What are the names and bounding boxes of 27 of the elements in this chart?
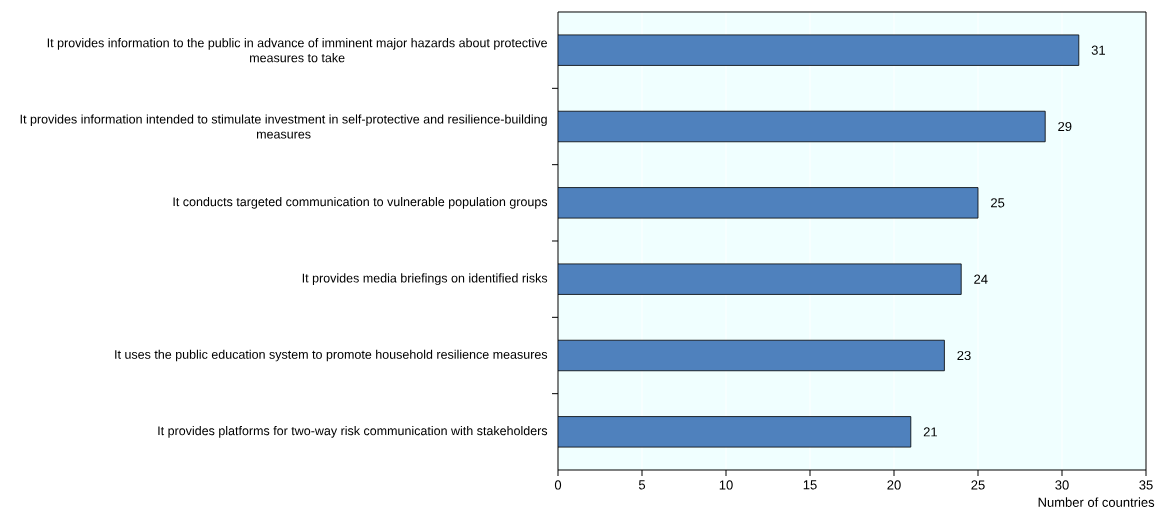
y-tick-label: It uses the public education system to promote household resilience measures xyxy=(115,349,548,362)
data-label: 21 xyxy=(923,427,937,437)
x-axis-title: Number of countries xyxy=(1038,497,1155,507)
data-label: 25 xyxy=(991,198,1005,208)
x-tick-label: 0 xyxy=(554,480,562,490)
x-tick-label: 20 xyxy=(887,480,901,490)
x-tick-label: 10 xyxy=(719,480,733,490)
data-label: 29 xyxy=(1058,121,1072,132)
x-tick-label: 15 xyxy=(803,480,817,490)
bar xyxy=(558,34,1080,66)
bar xyxy=(558,187,979,219)
bar xyxy=(558,263,962,295)
y-tick-label: It conducts targeted communication to vulnerable population groups xyxy=(173,197,548,209)
x-tick-label: 25 xyxy=(971,480,985,490)
bar xyxy=(558,416,912,448)
y-tick-label: It provides information intended to stimulate investment in self-protective and resilience-building measures xyxy=(20,114,547,139)
data-label: 23 xyxy=(957,350,971,361)
y-tick-label: It provides information to the public in advance of imminent major hazards about protective measures to take xyxy=(47,38,547,63)
x-tick-label: 5 xyxy=(638,480,646,490)
bar xyxy=(558,339,945,372)
data-label: 24 xyxy=(974,274,988,284)
y-tick-label: It provides media briefings on identified risks xyxy=(302,273,548,285)
bar xyxy=(558,110,1046,143)
x-tick-label: 35 xyxy=(1139,480,1153,490)
data-label: 31 xyxy=(1091,45,1105,55)
y-tick-label: It provides platforms for two-way risk communication with stakeholders xyxy=(158,426,548,438)
x-tick-label: 30 xyxy=(1055,480,1069,490)
